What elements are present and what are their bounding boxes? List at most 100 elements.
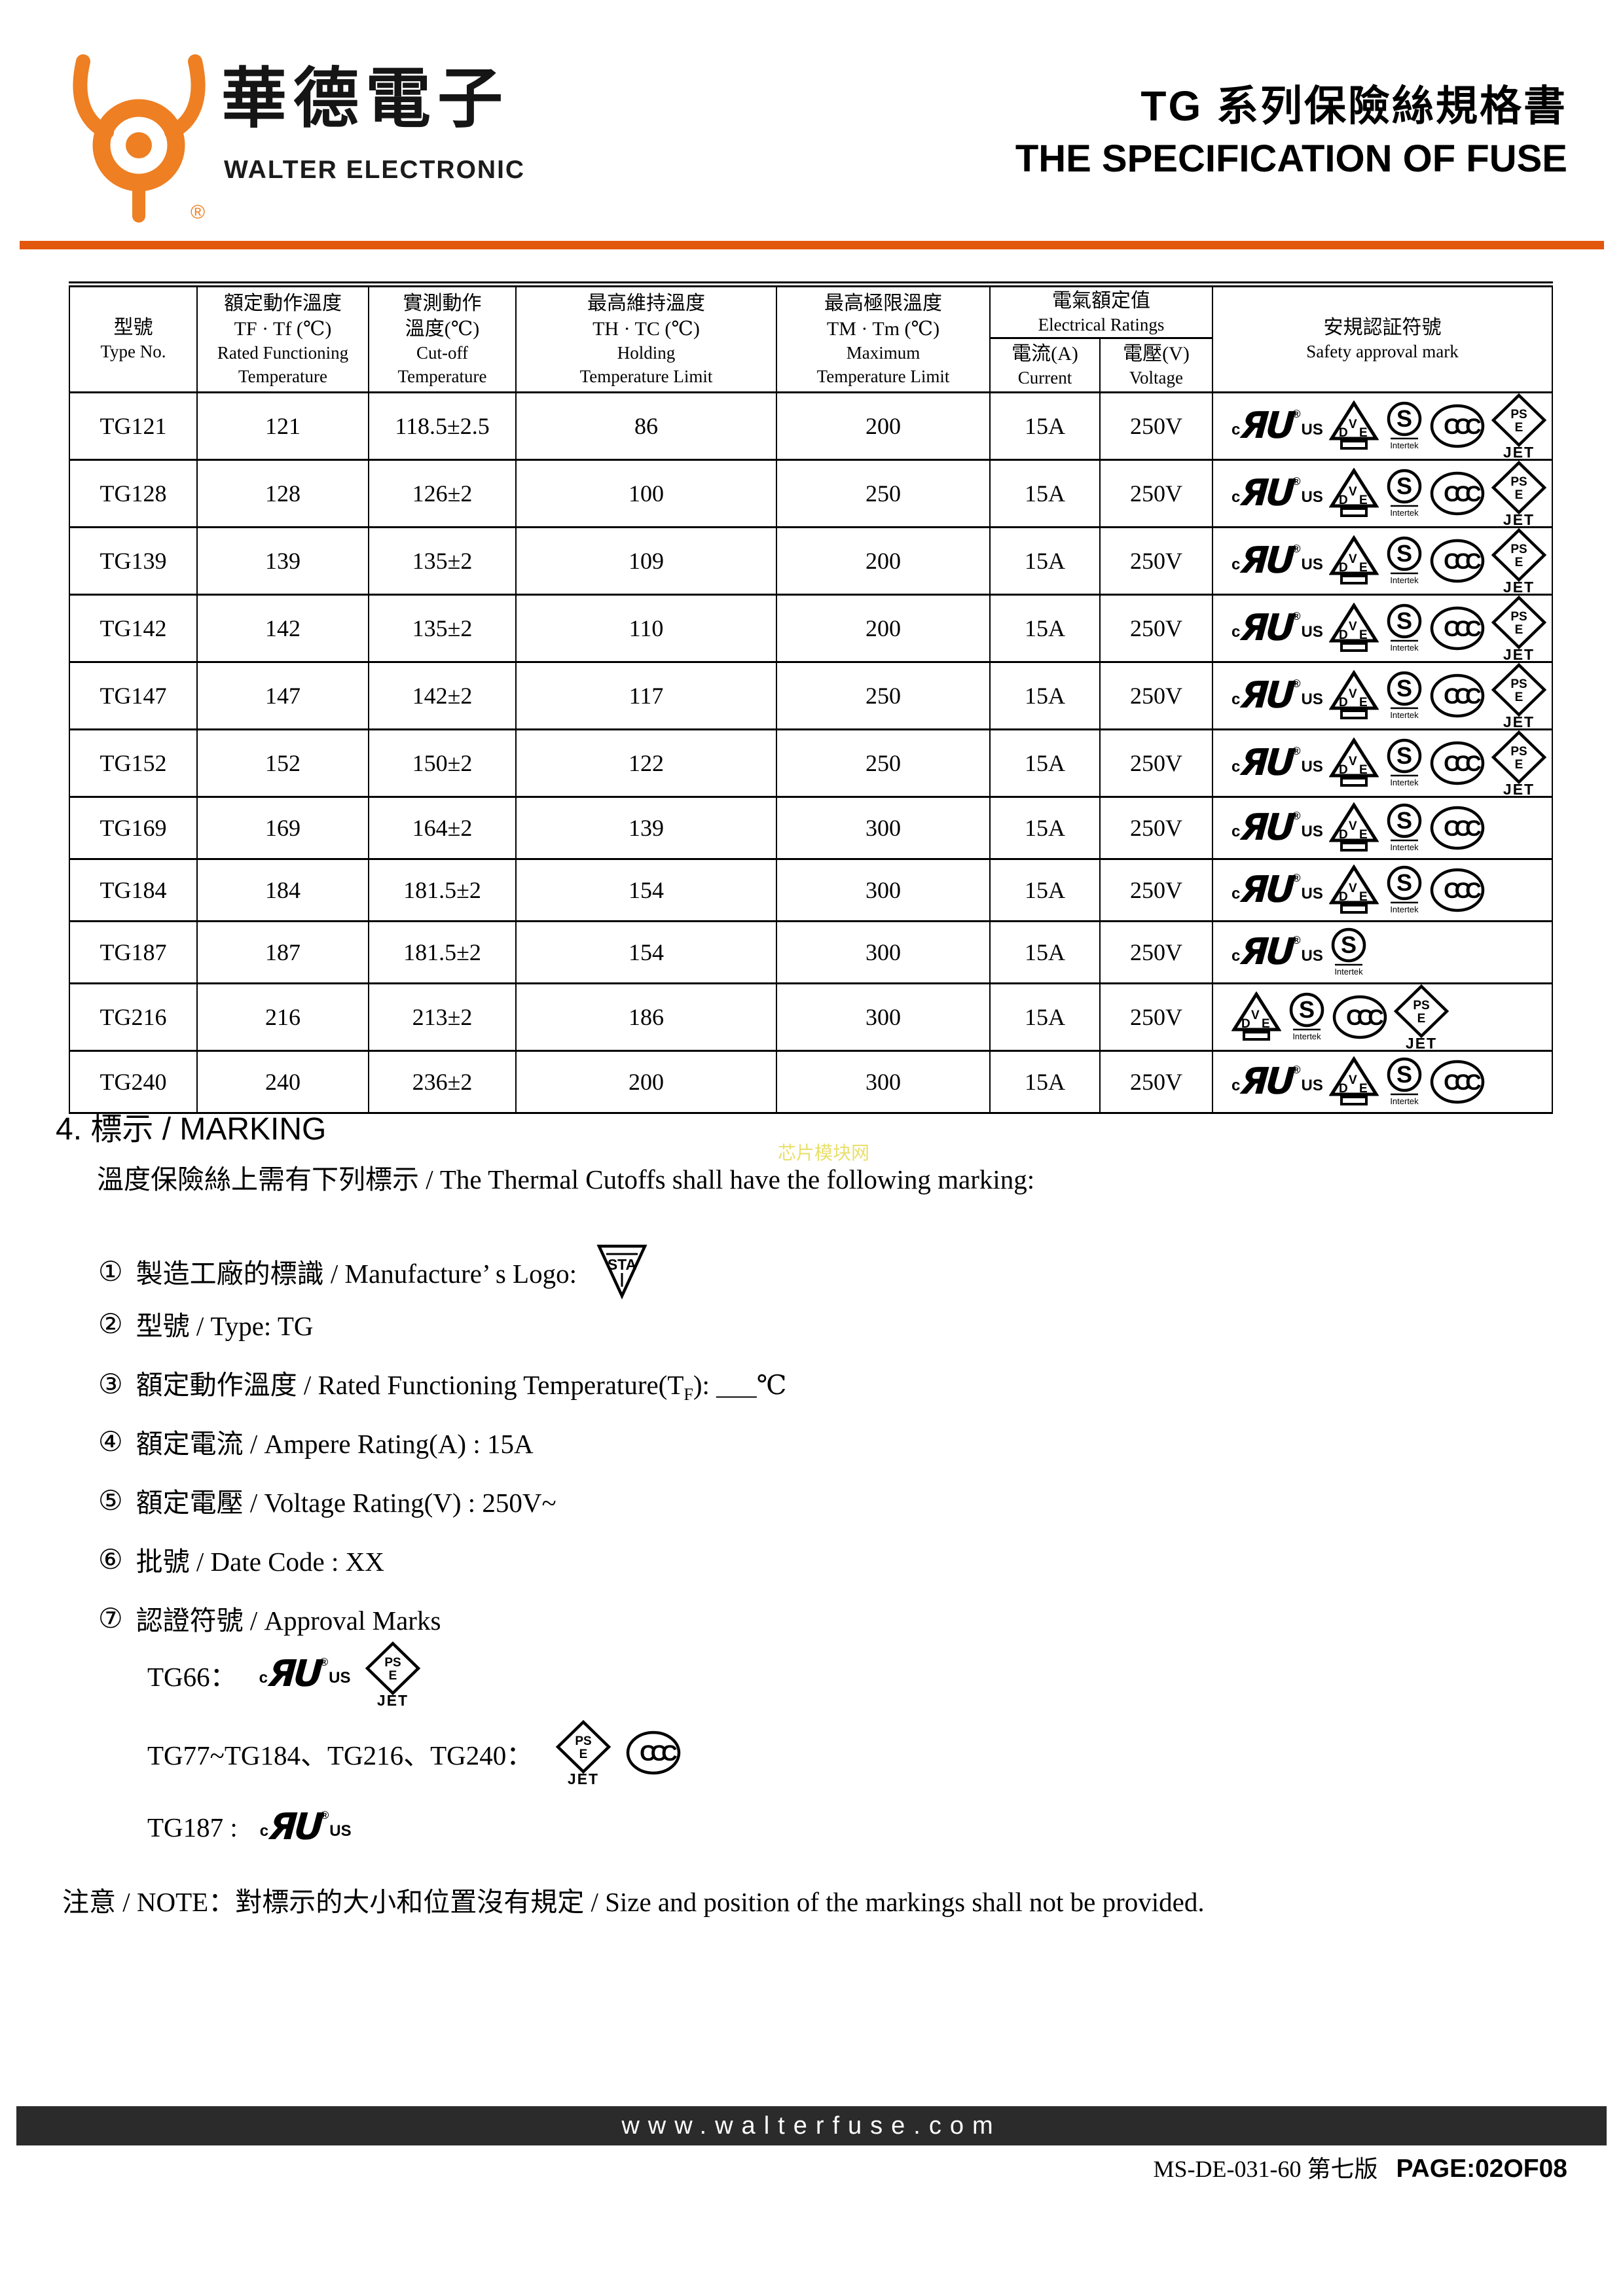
cell-rated: 187	[196, 920, 369, 984]
svg-text:S: S	[1396, 405, 1412, 432]
svg-text:V: V	[1349, 882, 1357, 895]
table-row: TG169 169 164±2 139 300 15A 250V c ЯU ® US D V E S Inte…	[69, 796, 1553, 860]
svg-text:S: S	[1396, 473, 1412, 499]
pse-jet-mark-icon: PS E JET	[1491, 730, 1547, 796]
marking-item: ① 製造工廠的標識 / Manufacture’ s Logo: STA	[98, 1242, 649, 1300]
page-number: PAGE:02OF08	[1396, 2155, 1567, 2183]
pse-jet-mark-icon: PS E JET	[1491, 663, 1547, 728]
marking-item: ② 型號 / Type: TG	[98, 1304, 313, 1343]
cell-max: 300	[776, 796, 991, 860]
table-row: TG187 187 181.5±2 154 300 15A 250V c ЯU ® US S Inter…	[69, 920, 1553, 984]
svg-text:JET: JET	[1503, 579, 1535, 594]
table-row: TG121 121 118.5±2.5 86 200 15A 250V c ЯU ® US D V E S I…	[69, 391, 1553, 461]
cell-rated: 128	[196, 459, 369, 528]
svg-text:CCC: CCC	[1444, 878, 1481, 903]
cell-current: 15A	[989, 1050, 1101, 1114]
cell-current: 15A	[989, 526, 1101, 596]
svg-text:D: D	[1339, 1082, 1348, 1096]
marking-item: ⑥ 批號 / Date Code : XX	[98, 1539, 384, 1579]
cell-safety-marks: c ЯU ® US D V E S Intertek CCC PS E JET	[1212, 728, 1553, 798]
cell-current: 15A	[989, 858, 1101, 922]
svg-text:E: E	[1514, 758, 1523, 772]
cell-rated: 240	[196, 1050, 369, 1114]
marking-item: ④ 額定電流 / Ampere Rating(A) : 15A	[98, 1422, 534, 1461]
svg-text:V: V	[1349, 819, 1357, 833]
cell-cutoff: 181.5±2	[368, 858, 517, 922]
s-intertek-mark-icon: S Intertek	[1385, 802, 1424, 853]
cell-cutoff: 142±2	[368, 661, 517, 730]
svg-text:JET: JET	[377, 1692, 409, 1707]
ccc-mark-icon: CCC	[1430, 1060, 1485, 1104]
svg-text:Intertek: Intertek	[1390, 842, 1419, 852]
table-row: TG147 147 142±2 117 250 15A 250V c ЯU ® US D V E S Inte…	[69, 661, 1553, 730]
ul-recognized-mark-icon: c ЯU ® US	[1231, 869, 1323, 911]
cell-cutoff: 213±2	[368, 982, 517, 1052]
svg-text:CCC: CCC	[1444, 414, 1481, 439]
svg-text:S: S	[1396, 675, 1412, 702]
svg-text:Intertek: Intertek	[1390, 778, 1419, 787]
ul-recognized-mark-icon: c ЯU ® US	[1231, 931, 1323, 973]
svg-text:PS: PS	[1413, 999, 1429, 1013]
svg-text:JET: JET	[1503, 444, 1535, 459]
cell-current: 15A	[989, 796, 1101, 860]
cell-safety-marks: c ЯU ® US D V E S Intertek CCC PS E JET	[1212, 661, 1553, 730]
svg-text:S: S	[1396, 607, 1412, 634]
table-row: TG184 184 181.5±2 154 300 15A 250V c ЯU ® US D V E S In…	[69, 858, 1553, 922]
marking-item-text: 額定電流 / Ampere Rating(A) : 15A	[136, 1429, 534, 1459]
svg-text:CCC: CCC	[1346, 1005, 1383, 1030]
svg-text:S: S	[1396, 742, 1412, 769]
svg-text:JET: JET	[1503, 781, 1535, 796]
svg-text:V: V	[1349, 755, 1357, 768]
marking-note: 注意 / NOTE：對標示的大小和位置沒有規定 / Size and posit…	[62, 1887, 1205, 1917]
ul-recognized-mark-icon: c ЯU ® US	[1231, 472, 1323, 514]
header-divider-rule	[20, 241, 1604, 249]
approval-line-label: TG77~TG184、TG216、TG240：	[147, 1740, 534, 1770]
svg-text:Intertek: Intertek	[1390, 710, 1419, 720]
svg-text:D: D	[1339, 890, 1348, 904]
cell-current: 15A	[989, 661, 1101, 730]
cell-safety-marks: c ЯU ® US D V E S Intertek CCC PS E JET	[1212, 526, 1553, 596]
cell-safety-marks: c ЯU ® US D V E S Intertek CCC	[1212, 1050, 1553, 1114]
cell-type: TG147	[69, 661, 198, 730]
marking-item-text: 批號 / Date Code : XX	[136, 1547, 384, 1577]
svg-text:E: E	[1359, 493, 1368, 507]
table-row: TG128 128 126±2 100 250 15A 250V c ЯU ® US D V E S Inte…	[69, 459, 1553, 528]
footer-website-bar: www.walterfuse.com	[16, 2106, 1607, 2145]
approval-line-label: TG187 :	[147, 1812, 238, 1842]
cell-max: 250	[776, 661, 991, 730]
document-number: MS-DE-031-60 第七版	[1153, 2156, 1378, 2182]
cell-current: 15A	[989, 459, 1101, 528]
s-intertek-mark-icon: S Intertek	[1329, 927, 1368, 978]
pse-jet-mark-icon: PS E JET	[1491, 596, 1547, 661]
cell-safety-marks: c ЯU ® US D V E S Intertek CCC	[1212, 858, 1553, 922]
cell-cutoff: 118.5±2.5	[368, 391, 517, 461]
svg-text:D: D	[1339, 426, 1348, 440]
cell-holding: 86	[515, 391, 777, 461]
cell-type: TG128	[69, 459, 198, 528]
svg-text:JET: JET	[1503, 511, 1535, 526]
svg-text:V: V	[1349, 485, 1357, 499]
cell-cutoff: 126±2	[368, 459, 517, 528]
cell-cutoff: 164±2	[368, 796, 517, 860]
cell-current: 15A	[989, 391, 1101, 461]
cell-rated: 152	[196, 728, 369, 798]
ul-recognized-mark-icon: c ЯU ® US	[1231, 607, 1323, 649]
brand-name-english: WALTER ELECTRONIC	[224, 156, 526, 184]
cell-rated: 142	[196, 594, 369, 663]
cell-holding: 200	[515, 1050, 777, 1114]
cell-safety-marks: D V E S Intertek CCC PS E JET	[1212, 982, 1553, 1052]
svg-text:E: E	[1359, 628, 1368, 642]
pse-jet-mark-icon: PS E JET	[1393, 984, 1450, 1050]
ul-recognized-mark-icon: c ЯU ® US	[1231, 539, 1323, 582]
cell-type: TG216	[69, 982, 198, 1052]
s-intertek-mark-icon: S Intertek	[1385, 738, 1424, 789]
ccc-mark-icon: CCC	[1430, 868, 1485, 912]
svg-text:PS: PS	[1510, 408, 1527, 422]
cell-type: TG187	[69, 920, 198, 984]
svg-text:V: V	[1349, 620, 1357, 634]
brand-name-chinese: 華德電子	[221, 62, 509, 135]
svg-text:E: E	[1514, 421, 1523, 435]
